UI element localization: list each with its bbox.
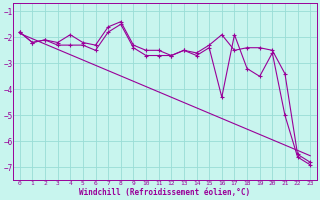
X-axis label: Windchill (Refroidissement éolien,°C): Windchill (Refroidissement éolien,°C) [79,188,251,197]
